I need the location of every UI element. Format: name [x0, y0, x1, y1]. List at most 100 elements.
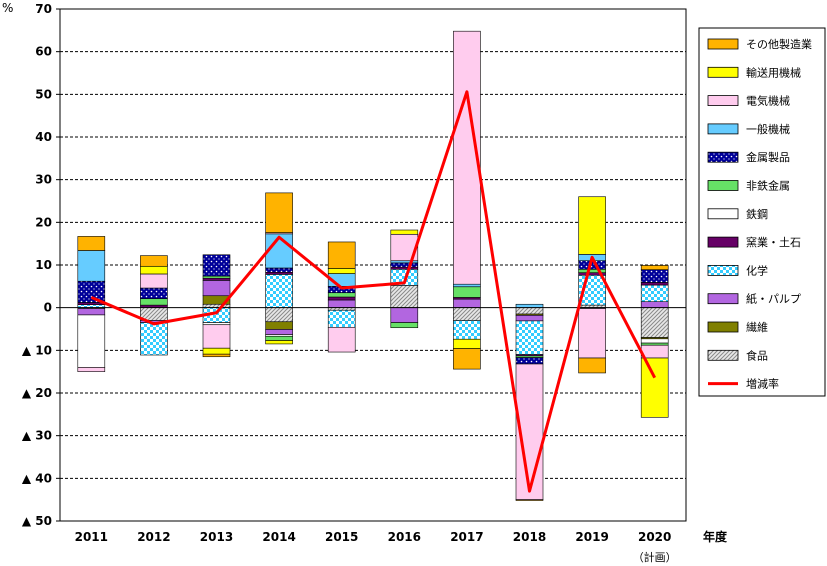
bar-segment: [265, 274, 293, 308]
legend-label: 紙・パルプ: [746, 292, 801, 306]
bar-segment: [453, 307, 481, 321]
x-tick-sublabel: （計画）: [633, 550, 677, 564]
bar-segment: [453, 320, 481, 340]
legend-label: 増減率: [746, 377, 779, 391]
bar-segment: [640, 284, 669, 302]
growth-rate-line: [90, 90, 657, 493]
bar-segment: [77, 367, 106, 372]
bar-segment: [578, 196, 606, 255]
bar-segment: [140, 273, 168, 289]
bar-segment: [390, 260, 419, 264]
bar-segment: [327, 296, 356, 301]
y-tick-label: 60: [35, 45, 52, 59]
legend-swatch: [707, 180, 739, 191]
bar-segment: [202, 275, 231, 279]
legend-swatch: [707, 264, 739, 276]
bar-segment: [640, 265, 669, 270]
bar-segment: [327, 309, 356, 328]
x-tick-label: 2013: [200, 530, 233, 544]
y-tick-label: ▲ 40: [22, 471, 52, 485]
legend-label: 化学: [746, 263, 768, 277]
x-axis-ticks: 2011 2012 2013 2014 2015 2016 2017 2018 2019 2020…: [75, 530, 677, 564]
bar-segment: [202, 303, 231, 308]
bar-segment: [77, 314, 106, 368]
bar-segment: [640, 301, 669, 308]
y-tick-label: 40: [35, 130, 52, 144]
stacked-bars: [77, 30, 669, 501]
bar-segment: [390, 229, 419, 235]
bar-segment: [202, 353, 231, 358]
bar-segment: [327, 326, 356, 353]
legend-label: 電気機械: [746, 94, 790, 108]
bar-segment: [140, 322, 168, 356]
y-tick-label: 0: [44, 301, 52, 315]
bar-segment: [265, 307, 293, 323]
x-tick-label: 2016: [388, 530, 421, 544]
bar-segment: [265, 340, 293, 345]
bar-segment: [77, 250, 106, 282]
bar-segment: [140, 265, 168, 275]
x-tick-label: 2012: [137, 530, 170, 544]
bar-segment: [453, 298, 481, 308]
bar-segment: [77, 236, 106, 251]
y-tick-label: 70: [35, 2, 52, 16]
bar-segment: [640, 282, 669, 286]
bar-segment: [265, 271, 293, 275]
y-axis-ticks: 70 60 50 40 30 20 10 0 ▲ 10 ▲ 20 ▲ 30 ▲ 40 ▲ 50: [22, 2, 60, 528]
bar-segment: [578, 357, 606, 374]
legend-swatch: [707, 236, 739, 248]
bar-segment: [640, 357, 669, 418]
legend-label: その他製造業: [746, 37, 812, 51]
bar-segment: [390, 307, 419, 323]
bar-segment: [265, 267, 293, 273]
bar-segment: [640, 344, 669, 359]
legend-label: 食品: [746, 348, 768, 362]
bar-segment: [202, 322, 231, 326]
y-tick-label: 30: [35, 173, 52, 187]
legend-swatch: [707, 123, 739, 135]
legend-label: 輸送用機械: [746, 65, 801, 79]
bar-segment: [578, 268, 606, 273]
bar-segment: [77, 308, 106, 316]
bar-segment: [140, 255, 168, 267]
legend-swatch: [707, 293, 739, 305]
legend-label: 金属製品: [746, 150, 790, 164]
bar-segment: [390, 322, 419, 329]
y-tick-label: 50: [35, 87, 52, 101]
bar-segment: [640, 307, 669, 338]
bar-segment: [640, 269, 669, 283]
x-tick-label: 2018: [513, 530, 546, 544]
bar-segment: [77, 280, 106, 303]
x-axis-label: 年度: [703, 529, 728, 544]
bar-segment: [140, 287, 168, 300]
legend-swatch: [707, 321, 739, 333]
bar-segment: [515, 303, 544, 308]
y-tick-label: 20: [35, 215, 52, 229]
legend-label: 窯業・土石: [746, 235, 801, 249]
legend-swatch: [707, 208, 739, 220]
bar-segment: [140, 298, 168, 306]
bar-segment: [453, 286, 481, 298]
bar-segment: [390, 285, 419, 308]
legend-label: 繊維: [746, 321, 768, 334]
x-tick-label: 2015: [325, 530, 358, 544]
legend-swatch: [707, 38, 739, 50]
bar-segment: [202, 324, 231, 349]
bar-segment: [453, 283, 481, 288]
bar-segment: [640, 342, 669, 346]
legend-entries: その他製造業輸送用機械電気機械一般機械金属製品非鉄金属鉄鋼窯業・土石化学紙・パル…: [707, 37, 812, 391]
x-tick-label: 2017: [450, 530, 483, 544]
bar-segment: [327, 241, 356, 269]
bar-segment: [202, 254, 231, 277]
bar-segment: [453, 338, 481, 349]
bar-segment: [202, 277, 231, 281]
bar-segment: [515, 307, 544, 315]
legend-swatch: [707, 349, 739, 361]
bar-segment: [515, 315, 544, 322]
y-tick-label: ▲ 30: [22, 429, 52, 443]
y-tick-label: ▲ 10: [22, 343, 52, 357]
bar-segment: [265, 335, 293, 341]
bar-segment: [265, 321, 293, 330]
legend-swatch: [707, 66, 739, 78]
